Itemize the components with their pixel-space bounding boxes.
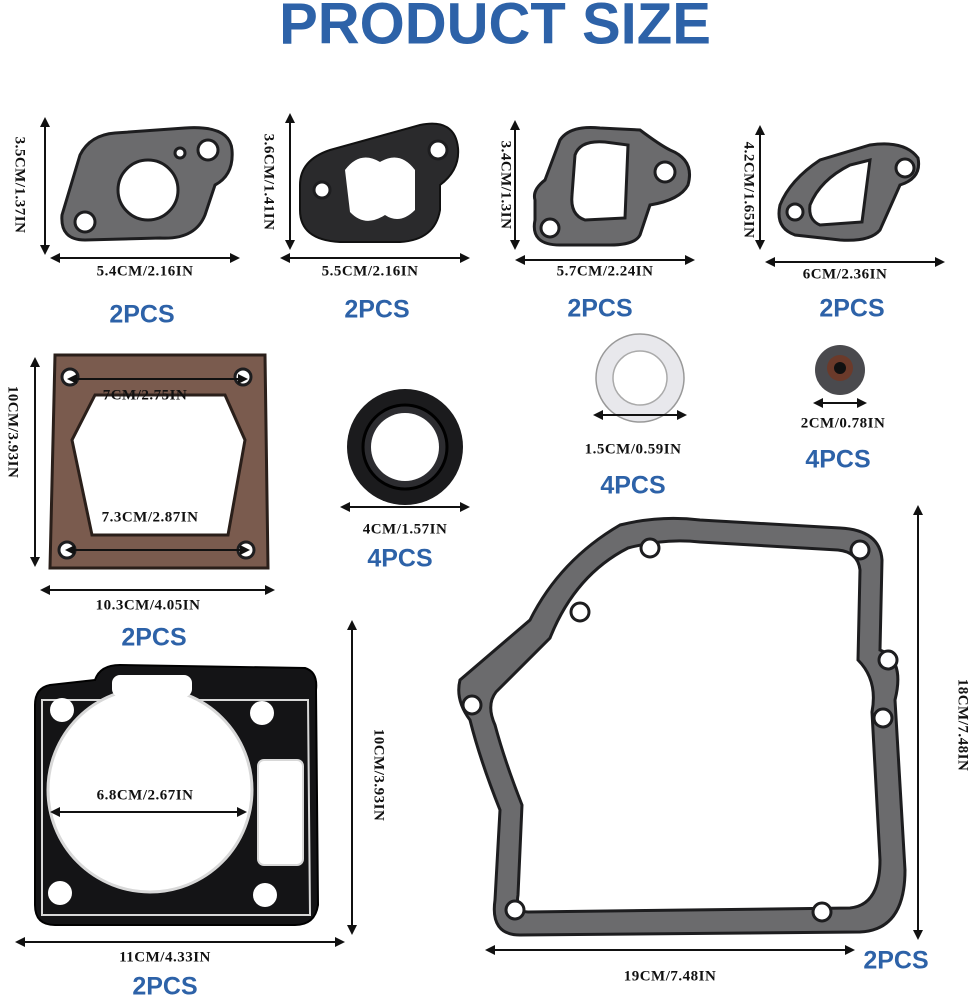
- height-label: 3.5CM/1.37IN: [12, 137, 28, 234]
- top-width-label: 7CM/2.75IN: [103, 387, 188, 403]
- quantity: 2PCS: [109, 301, 174, 329]
- washer: [595, 333, 685, 423]
- oil-seal: [347, 389, 463, 505]
- width-label: 1.5CM/0.59IN: [585, 441, 682, 457]
- carb-gasket-2: [299, 122, 460, 243]
- height-label: 3.6CM/1.41IN: [261, 134, 277, 231]
- quantity: 2PCS: [132, 973, 197, 1000]
- quantity: 4PCS: [367, 545, 432, 573]
- height-label: 10CM/3.93IN: [371, 729, 387, 822]
- bore-label: 6.8CM/2.67IN: [97, 787, 194, 803]
- quantity: 4PCS: [600, 472, 665, 500]
- carb-gasket-3: [532, 126, 691, 247]
- width-label: 19CM/7.48IN: [624, 968, 717, 984]
- width-label: 2CM/0.78IN: [801, 415, 886, 431]
- quantity: 2PCS: [863, 947, 928, 975]
- quantity: 2PCS: [121, 624, 186, 652]
- height-label: 18CM/7.48IN: [955, 679, 971, 772]
- title: PRODUCT SIZE: [279, 0, 711, 56]
- width-label: 10.3CM/4.05IN: [96, 597, 201, 613]
- width-label: 6CM/2.36IN: [803, 266, 888, 282]
- width-label: 5.5CM/2.16IN: [322, 263, 419, 279]
- height-label: 4.2CM/1.65IN: [741, 142, 757, 239]
- carb-gasket-1: [60, 126, 234, 242]
- rocker-gasket: [48, 353, 270, 570]
- width-label: 11CM/4.33IN: [119, 949, 211, 965]
- width-label: 4CM/1.57IN: [363, 521, 448, 537]
- carb-gasket-4: [777, 142, 921, 242]
- height-label: 10CM/3.93IN: [5, 386, 21, 479]
- bottom-width-label: 7.3CM/2.87IN: [102, 509, 199, 525]
- quantity: 2PCS: [567, 295, 632, 323]
- crankcase-gasket: [457, 516, 907, 937]
- height-label: 3.4CM/1.3IN: [498, 141, 514, 230]
- quantity: 2PCS: [819, 295, 884, 323]
- width-label: 5.7CM/2.24IN: [557, 263, 654, 279]
- width-label: 5.4CM/2.16IN: [97, 263, 194, 279]
- quantity: 2PCS: [344, 296, 409, 324]
- head-gasket: [34, 663, 320, 926]
- valve-seal: [815, 345, 865, 395]
- quantity: 4PCS: [805, 446, 870, 474]
